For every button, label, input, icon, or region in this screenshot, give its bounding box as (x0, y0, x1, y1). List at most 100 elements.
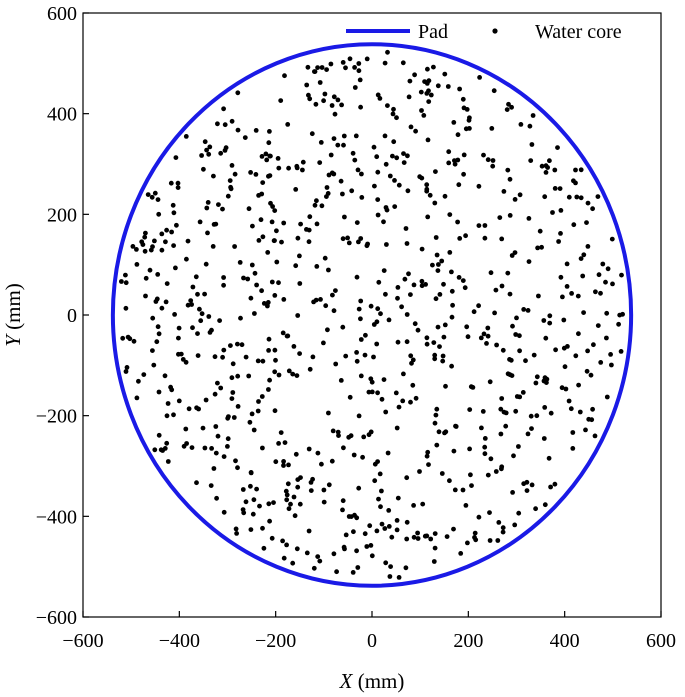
plot-area (82, 12, 662, 618)
water-core-point (194, 405, 200, 411)
water-core-point (204, 205, 210, 211)
water-core-point (419, 108, 424, 113)
water-core-point (476, 223, 482, 229)
water-core-point (246, 206, 252, 212)
water-core-point (280, 330, 286, 336)
water-core-point (319, 203, 325, 209)
water-core-point (504, 107, 510, 112)
water-core-point (358, 104, 363, 110)
water-core-point (424, 186, 430, 192)
water-core-point (284, 542, 289, 548)
water-core-point (248, 170, 254, 175)
y-tick-label: 200 (47, 204, 77, 226)
water-core-point (443, 383, 448, 389)
water-core-point (319, 461, 324, 467)
water-core-point (570, 446, 576, 451)
water-core-point (278, 430, 284, 435)
water-core-point (260, 358, 266, 364)
water-core-point (205, 200, 211, 205)
water-core-point (291, 344, 297, 349)
water-core-point (308, 480, 314, 485)
water-core-point (569, 291, 574, 296)
water-core-point (379, 488, 384, 494)
water-core-point (354, 358, 360, 364)
water-core-point (439, 471, 445, 476)
water-core-point (250, 223, 255, 229)
water-core-point (143, 293, 148, 299)
water-core-point (403, 226, 409, 231)
water-core-point (170, 202, 176, 208)
water-core-point (482, 444, 488, 450)
water-core-point (195, 353, 201, 358)
water-core-point (553, 347, 558, 353)
water-core-point (496, 520, 502, 525)
water-core-point (306, 446, 312, 452)
water-core-point (221, 282, 227, 288)
water-core-point (425, 137, 431, 143)
water-core-point (175, 185, 181, 191)
water-core-point (436, 429, 442, 435)
water-core-point (362, 531, 368, 537)
water-core-point (263, 151, 269, 157)
water-core-point (449, 363, 454, 369)
water-core-point (156, 432, 162, 438)
water-core-point (143, 275, 149, 281)
water-core-point (222, 122, 228, 128)
water-core-point (298, 475, 303, 480)
water-core-point (209, 446, 215, 451)
water-core-point (343, 353, 349, 359)
water-core-point (415, 530, 420, 536)
water-core-point (142, 248, 148, 254)
water-core-point (318, 297, 323, 302)
water-core-point (584, 368, 590, 374)
water-core-point (360, 454, 365, 460)
water-core-point (558, 231, 563, 236)
water-core-point (563, 386, 569, 392)
water-core-point (609, 236, 615, 242)
x-tick-label: 400 (550, 630, 580, 652)
water-core-point (372, 478, 378, 484)
water-core-point (158, 447, 164, 453)
water-core-point (162, 446, 168, 451)
water-core-point (369, 553, 375, 559)
water-core-point (390, 153, 395, 159)
water-core-point (190, 284, 196, 290)
water-core-point (294, 546, 300, 552)
water-core-point (465, 334, 471, 340)
water-core-point (164, 440, 170, 446)
water-core-point (580, 273, 586, 279)
water-core-point (482, 223, 488, 228)
water-core-point (252, 270, 258, 276)
water-core-point (222, 148, 228, 153)
water-core-point (396, 182, 402, 188)
water-core-point (379, 396, 385, 402)
water-core-point (352, 65, 357, 70)
water-core-point (441, 334, 447, 340)
water-core-point (335, 142, 341, 148)
water-core-point (306, 239, 312, 245)
water-core-point (525, 431, 531, 437)
water-core-point (340, 507, 345, 513)
water-core-point (315, 450, 321, 456)
water-core-point (205, 230, 210, 236)
water-core-point (395, 295, 400, 301)
water-core-point (482, 451, 488, 457)
water-core-point (281, 459, 286, 464)
water-core-point (328, 61, 334, 67)
water-core-point (585, 200, 591, 206)
water-core-point (535, 245, 540, 251)
water-core-point (319, 65, 325, 70)
water-core-point (341, 142, 346, 148)
water-core-point (382, 526, 388, 531)
water-core-point (434, 406, 440, 412)
water-core-point (386, 524, 392, 529)
water-core-point (409, 360, 414, 366)
water-core-point (435, 324, 441, 330)
water-core-point (423, 282, 428, 287)
water-core-point (518, 122, 524, 127)
water-core-point (305, 64, 311, 70)
water-core-point (573, 353, 579, 359)
water-core-point (458, 551, 464, 556)
water-core-point (605, 266, 611, 272)
water-core-point (340, 60, 346, 65)
